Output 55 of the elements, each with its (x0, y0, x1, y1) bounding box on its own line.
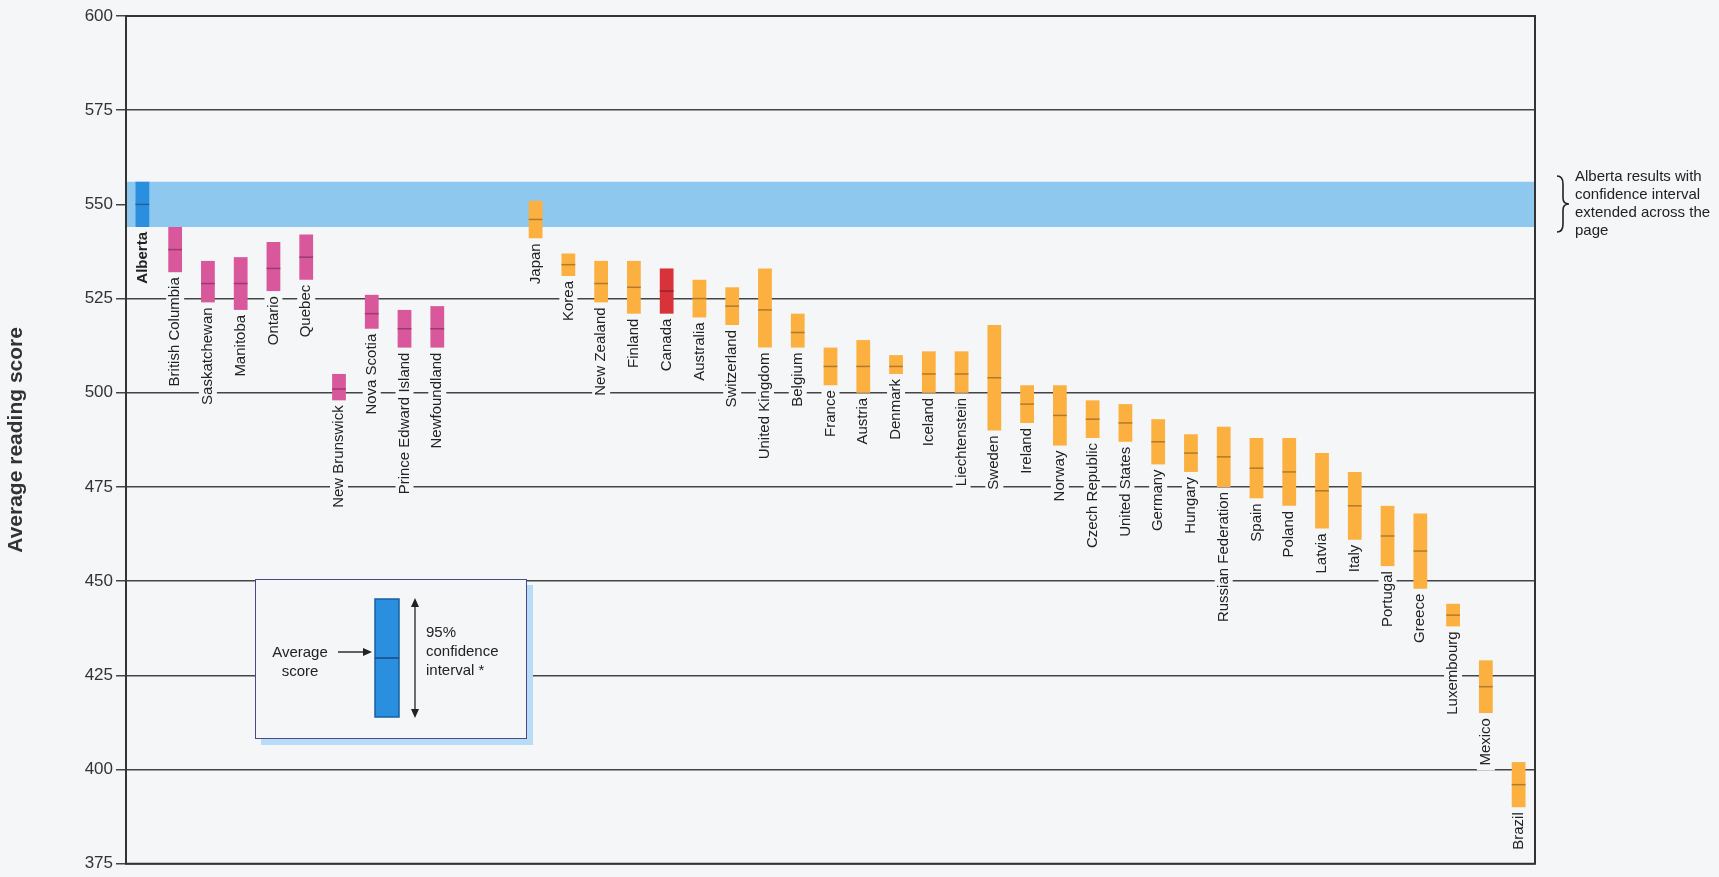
x-tick-label: Luxembourg (1443, 631, 1461, 715)
x-tick-label: Ontario (263, 296, 281, 346)
x-tick-label: British Columbia (165, 276, 183, 387)
x-tick-label: Belgium (787, 352, 805, 407)
x-tick-label: Prince Edward Island (394, 352, 412, 495)
x-tick-label: Finland (624, 318, 642, 368)
x-tick-label: Poland (1279, 510, 1297, 558)
x-tick-label: Denmark (886, 378, 904, 440)
x-tick-label: Austria (853, 397, 871, 445)
y-tick-label: 475 (84, 476, 113, 496)
x-tick-label: Greece (1410, 593, 1428, 643)
annotation: 95% confidence interval * (426, 622, 500, 679)
x-tick-label: Spain (1246, 503, 1264, 542)
y-tick-label: 450 (84, 570, 113, 590)
y-tick-label: 550 (84, 194, 113, 214)
x-tick-label: Newfoundland (427, 352, 445, 449)
x-tick-label: Russian Federation (1213, 492, 1231, 623)
y-tick-label: 600 (84, 5, 113, 25)
x-tick-label: Mexico (1475, 718, 1493, 766)
x-tick-label: United Kingdom (755, 352, 773, 460)
x-tick-label: Switzerland (722, 329, 740, 408)
x-tick-label: Liechtenstein (951, 397, 969, 487)
x-tick-label: Japan (525, 243, 543, 285)
x-tick-label: France (820, 390, 838, 437)
y-tick-label: 400 (84, 759, 113, 779)
x-tick-label: New Brunswick (329, 404, 347, 508)
y-tick-label: 500 (84, 382, 113, 402)
x-tick-label: Korea (558, 280, 576, 322)
x-tick-label: Italy (1344, 544, 1362, 573)
x-tick-label: Alberta (132, 231, 150, 284)
x-tick-label: Norway (1050, 450, 1068, 502)
y-tick-label: 425 (84, 665, 113, 685)
y-tick-label: 525 (84, 288, 113, 308)
band-label: Alberta results with confidence interval extended across the page (1575, 167, 1712, 240)
x-tick-label: United States (1115, 446, 1133, 537)
annotation: Average score (271, 642, 329, 680)
x-tick-label: Latvia (1312, 532, 1330, 574)
y-tick-label: 375 (84, 853, 113, 873)
x-tick-label: Nova Scotia (361, 333, 379, 415)
x-tick-label: Czech Republic (1082, 442, 1100, 549)
y-tick-label: 575 (84, 99, 113, 119)
x-tick-label: Hungary (1181, 476, 1199, 534)
x-tick-label: New Zealand (591, 307, 609, 396)
x-tick-label: Sweden (984, 435, 1002, 490)
x-tick-label: Saskatchewan (198, 307, 216, 405)
x-tick-label: Ireland (1017, 427, 1035, 474)
x-tick-label: Quebec (296, 284, 314, 338)
x-tick-label: Canada (656, 318, 674, 372)
x-tick-label: Australia (689, 321, 707, 381)
x-tick-label: Manitoba (230, 314, 248, 377)
x-tick-label: Brazil (1508, 812, 1526, 850)
x-tick-label: Iceland (918, 397, 936, 447)
y-axis-title: Average reading score (3, 327, 27, 553)
x-tick-label: Portugal (1377, 571, 1395, 627)
x-tick-label: Germany (1148, 468, 1166, 532)
